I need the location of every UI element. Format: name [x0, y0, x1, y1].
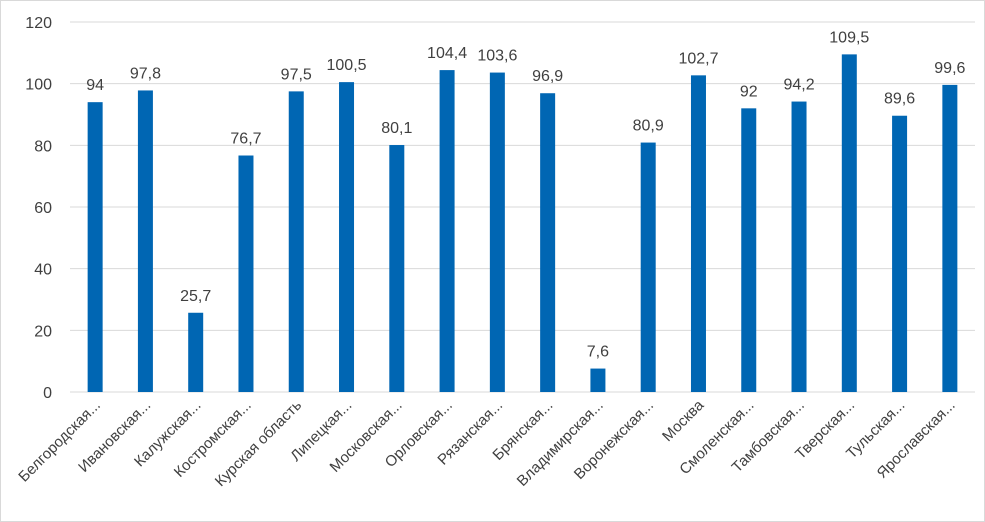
y-tick-label: 0 — [43, 385, 52, 402]
data-label: 25,7 — [180, 288, 211, 305]
bar — [288, 91, 304, 392]
bar — [389, 145, 405, 392]
y-tick-label: 40 — [34, 262, 52, 279]
y-axis-ticks: 0 20 40 60 80 100 120 — [25, 15, 52, 402]
x-tick-label: Курская область — [212, 397, 305, 490]
bars — [87, 54, 958, 393]
data-label: 7,6 — [587, 344, 609, 361]
data-label: 94 — [86, 77, 104, 94]
bar — [339, 82, 355, 392]
data-label: 103,6 — [477, 48, 517, 65]
data-label: 80,1 — [381, 120, 412, 137]
bar — [590, 368, 606, 392]
data-label: 94,2 — [783, 77, 814, 94]
bar — [439, 70, 455, 392]
data-label: 100,5 — [327, 57, 367, 74]
x-tick-label: Владимирская... — [514, 397, 607, 490]
bar — [690, 75, 706, 392]
data-label: 80,9 — [633, 118, 664, 135]
bar — [640, 142, 656, 392]
bar — [540, 93, 556, 392]
data-label: 89,6 — [884, 91, 915, 108]
gridlines — [70, 21, 975, 393]
data-label: 109,5 — [829, 29, 869, 46]
x-tick-label: Москва — [659, 396, 708, 445]
bar — [942, 84, 958, 393]
data-labels: 94 97,8 25,7 76,7 97,5 100,5 80,1 104,4 103,6 96,… — [86, 29, 965, 360]
y-tick-label: 60 — [34, 200, 52, 217]
data-label: 76,7 — [230, 131, 261, 148]
bar — [238, 155, 254, 392]
bar — [791, 101, 807, 393]
data-label: 96,9 — [532, 68, 563, 85]
bar — [188, 312, 204, 392]
bar — [892, 115, 908, 392]
bar — [137, 90, 153, 392]
data-label: 99,6 — [934, 60, 965, 77]
y-tick-label: 100 — [25, 77, 52, 94]
data-label: 97,8 — [130, 65, 161, 82]
y-tick-label: 20 — [34, 323, 52, 340]
y-tick-label: 120 — [25, 15, 52, 32]
data-label: 104,4 — [427, 45, 467, 62]
data-label: 102,7 — [678, 50, 718, 67]
data-label: 97,5 — [281, 66, 312, 83]
y-tick-label: 80 — [34, 138, 52, 155]
bar — [489, 72, 505, 393]
bar — [841, 54, 857, 392]
x-axis-ticks: Белгородская...Ивановская...Калужская...… — [15, 396, 958, 490]
data-label: 92 — [740, 83, 758, 100]
bar — [87, 102, 103, 393]
bar — [741, 108, 757, 392]
